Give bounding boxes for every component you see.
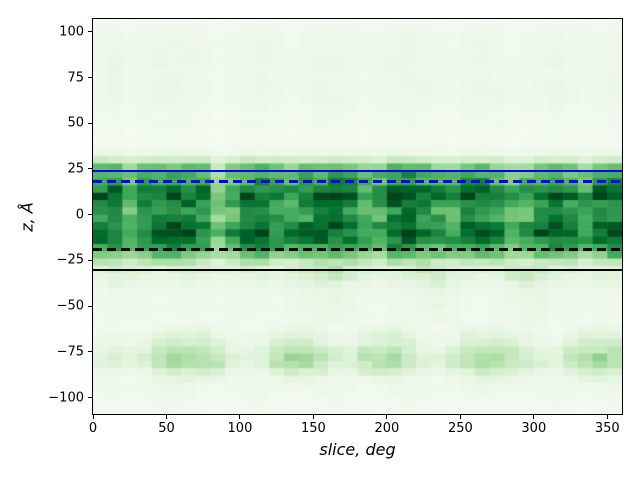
y-tick-label: −25 xyxy=(56,252,84,268)
x-tick-label: 200 xyxy=(374,421,400,436)
y-tick-label: 100 xyxy=(59,24,84,40)
y-tick-mark xyxy=(88,122,92,124)
x-tick-mark xyxy=(386,415,388,419)
x-tick-label: 150 xyxy=(300,421,326,436)
y-tick-mark xyxy=(88,351,92,353)
hline-black-dashed xyxy=(93,247,622,251)
x-tick-label: 0 xyxy=(88,421,98,436)
y-tick-label: 0 xyxy=(75,207,84,223)
y-tick-label: 75 xyxy=(67,70,84,86)
y-tick-label: −50 xyxy=(56,298,84,314)
x-tick-label: 300 xyxy=(521,421,547,436)
y-tick-mark xyxy=(88,305,92,307)
x-tick-mark xyxy=(459,415,461,419)
y-tick-mark xyxy=(88,214,92,216)
x-tick-mark xyxy=(312,415,314,419)
y-tick-mark xyxy=(88,259,92,261)
y-tick-label: 50 xyxy=(67,115,84,131)
x-tick-label: 350 xyxy=(594,421,620,436)
heatmap-canvas xyxy=(93,19,622,414)
hline-blue-solid xyxy=(93,169,622,172)
x-tick-mark xyxy=(533,415,535,419)
y-tick-mark xyxy=(88,397,92,399)
x-tick-label: 100 xyxy=(227,421,253,436)
y-tick-mark xyxy=(88,77,92,79)
y-tick-mark xyxy=(88,31,92,33)
x-tick-mark xyxy=(92,415,94,419)
x-tick-label: 250 xyxy=(447,421,473,436)
x-tick-mark xyxy=(606,415,608,419)
x-tick-label: 50 xyxy=(158,421,175,436)
y-tick-mark xyxy=(88,168,92,170)
x-tick-mark xyxy=(165,415,167,419)
x-axis-label: slice, deg xyxy=(319,440,396,459)
y-axis-label: z, Å xyxy=(17,201,37,232)
x-tick-mark xyxy=(239,415,241,419)
hline-black-solid xyxy=(93,268,622,271)
y-tick-label: −75 xyxy=(56,344,84,360)
hline-blue-dashed xyxy=(93,180,622,184)
y-tick-label: 25 xyxy=(67,161,84,177)
y-tick-label: −100 xyxy=(48,390,84,406)
